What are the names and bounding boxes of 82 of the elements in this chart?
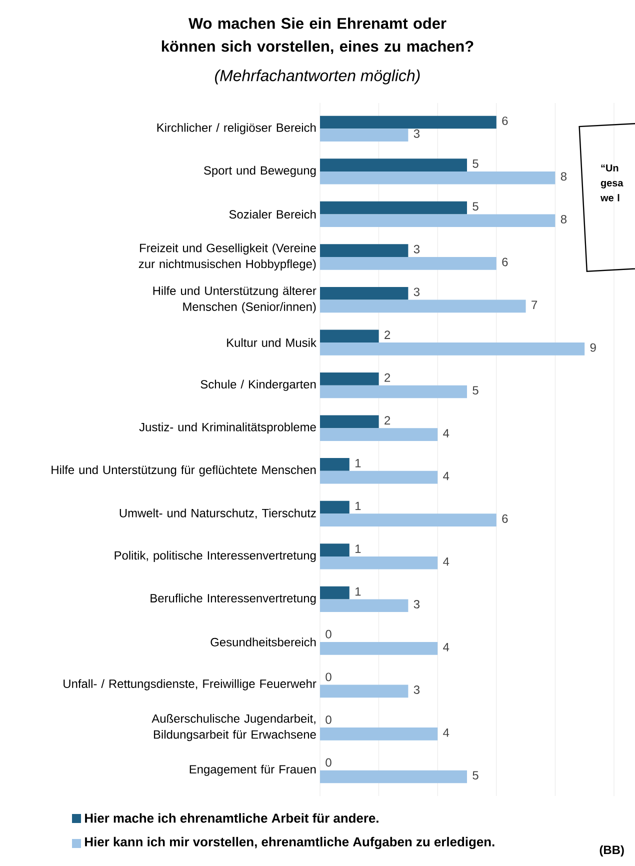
data-label: 5 (472, 159, 478, 168)
data-label: 0 (326, 630, 332, 638)
data-label: 1 (356, 587, 361, 596)
y-tick-label: Unfall- / Rettungsdienste, Freiwillige Feuerwehr (64, 679, 316, 690)
data-label: 0 (326, 672, 332, 682)
data-label: 4 (443, 429, 450, 438)
bar (320, 728, 438, 740)
data-label: 6 (502, 514, 508, 523)
data-label: 3 (414, 600, 420, 608)
data-label: 2 (384, 416, 390, 424)
bar (320, 158, 467, 172)
bar (320, 116, 496, 129)
y-tick-label: Freizeit und Geselligkeit (Vereine zur nichtmusischen Hobbypflege) (138, 243, 316, 271)
y-tick-label: Schule / Kindergarten (200, 380, 316, 391)
data-label: 1 (356, 502, 361, 510)
bar (320, 342, 585, 356)
bar (320, 214, 556, 228)
y-tick-label: Außerschulische Jugendarbeit, Bildungsarbeit für Erwachsene (152, 714, 316, 742)
bar (320, 556, 438, 570)
data-label: 4 (443, 557, 450, 566)
data-label: 3 (414, 129, 420, 138)
y-tick-label: Kirchlicher / religiöser Bereich (157, 123, 316, 134)
y-tick-label: Politik, politische Interessenvertretung (114, 550, 316, 562)
bar (320, 244, 408, 258)
legend-label: Hier kann ich mir vorstellen, ehrenamtliche Aufgaben zu erledigen. (85, 836, 494, 850)
data-label: 2 (384, 373, 390, 382)
data-label: 1 (356, 459, 361, 468)
data-label: 6 (502, 116, 508, 126)
bar (320, 586, 350, 600)
data-label: 0 (326, 758, 332, 767)
bar (320, 171, 556, 184)
data-label: 3 (414, 244, 420, 254)
y-tick-label: Kultur und Musik (227, 338, 316, 347)
chart-subtitle: (Mehrfachantworten möglich) (215, 70, 420, 84)
y-tick-label: Gesundheitsbereich (210, 638, 316, 646)
data-label: 4 (443, 728, 450, 737)
data-label: 4 (443, 643, 450, 652)
data-label: 4 (443, 472, 450, 480)
bar (320, 514, 496, 527)
bar (320, 642, 438, 655)
bar (320, 286, 408, 300)
data-label: 5 (472, 202, 478, 211)
bar (320, 458, 350, 471)
bar (320, 470, 438, 484)
data-label: 8 (560, 172, 567, 181)
bar (320, 201, 467, 214)
data-label: 3 (414, 288, 420, 296)
data-label: 5 (472, 386, 478, 395)
data-label: 9 (590, 343, 596, 352)
bar (320, 128, 408, 142)
bar (320, 256, 496, 270)
bar (320, 544, 350, 556)
y-tick-label: Umwelt- und Naturschutz, Tierschutz (120, 508, 316, 519)
bar (320, 385, 467, 398)
bar (320, 684, 408, 698)
y-tick-label: Sozialer Bereich (229, 210, 316, 219)
bar (320, 500, 350, 514)
bar (320, 300, 526, 313)
legend-label: Hier mache ich ehrenamtliche Arbeit für andere. (85, 813, 378, 823)
bar (320, 372, 379, 386)
data-label: 5 (472, 771, 478, 780)
bar (320, 599, 408, 612)
data-label: 2 (384, 330, 390, 339)
text: (BB) (600, 845, 624, 856)
y-tick-label: Hilfe und Unterstützung älterer Menschen (Senior/innen) (153, 286, 316, 314)
data-label: 3 (414, 686, 420, 694)
annotation: “Un gesa we l (600, 164, 624, 202)
data-label: 6 (502, 258, 508, 266)
data-label: 7 (532, 300, 538, 309)
bar (320, 428, 438, 441)
chart-title: Wo machen Sie ein Ehrenamt oder können sich vorstellen, eines zu machen? (162, 18, 474, 54)
bar (320, 415, 379, 428)
data-label: 0 (326, 715, 332, 724)
bar (320, 330, 379, 343)
y-tick-label: Sport und Bewegung (204, 166, 316, 178)
y-tick-label: Justiz- und Kriminalitätsprobleme (139, 422, 316, 434)
y-tick-label: Engagement für Frauen (190, 764, 316, 776)
y-tick-label: Hilfe und Unterstützung für geflüchtete Menschen (52, 465, 316, 476)
bar (320, 770, 467, 784)
y-tick-label: Berufliche Interessenvertretung (150, 594, 316, 605)
data-label: 1 (356, 544, 361, 553)
data-label: 8 (560, 214, 567, 224)
